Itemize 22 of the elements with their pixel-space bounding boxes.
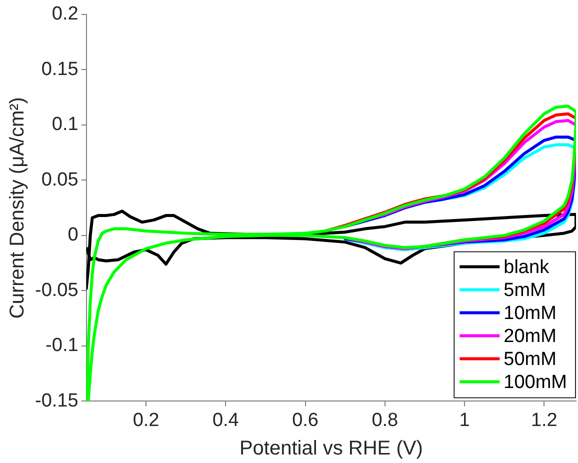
- x-tick-label: 1.2: [530, 410, 558, 431]
- y-tick-label: 0.1: [52, 114, 78, 136]
- legend-label: 50mM: [504, 348, 556, 370]
- x-tick-label: 0.6: [292, 410, 318, 431]
- legend-label: 5mM: [504, 280, 546, 301]
- y-axis-title: Current Density (μA/cm²): [6, 97, 29, 319]
- y-tick-label: 0: [68, 224, 78, 246]
- x-tick-label: 1: [459, 410, 470, 431]
- y-tick-label: 0.05: [41, 169, 78, 190]
- y-tick-label: -0.15: [34, 390, 78, 412]
- legend-label: 10mM: [504, 302, 556, 324]
- y-tick-label: -0.1: [46, 335, 78, 356]
- y-tick-label: -0.05: [34, 280, 78, 301]
- legend-label: 100mM: [504, 372, 568, 393]
- legend-label: 20mM: [504, 326, 556, 347]
- y-tick-label: 0.2: [52, 4, 78, 25]
- x-tick-label: 0.2: [132, 410, 160, 431]
- legend-label: blank: [504, 256, 550, 278]
- x-axis-title: Potential vs RHE (V): [239, 438, 423, 460]
- x-tick-label: 0.8: [372, 410, 398, 431]
- y-tick-label: 0.15: [41, 58, 78, 80]
- x-tick-label: 0.4: [212, 410, 240, 431]
